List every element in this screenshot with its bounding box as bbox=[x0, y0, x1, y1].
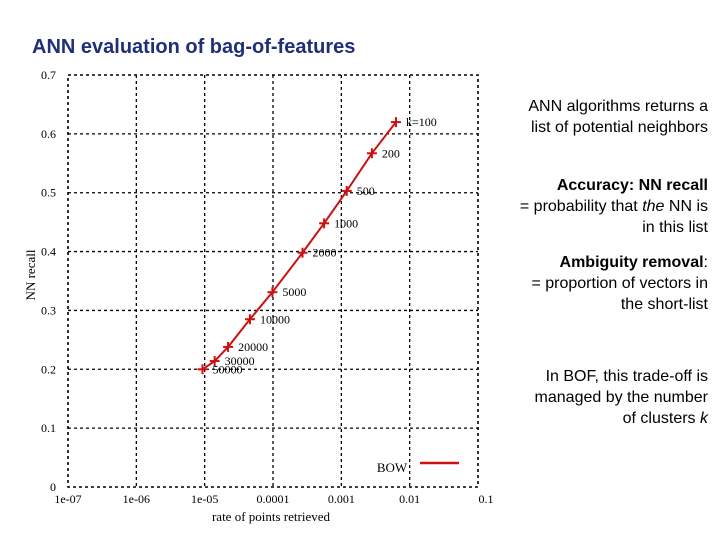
y-tick-label: 0.2 bbox=[41, 362, 56, 376]
data-point bbox=[341, 185, 352, 196]
y-tick-label: 0.4 bbox=[41, 245, 56, 259]
note-accuracy: Accuracy: NN recall = probability that th… bbox=[488, 175, 708, 238]
note-ann-algorithms: ANN algorithms returns a list of potenti… bbox=[488, 96, 708, 138]
y-tick-label: 0.1 bbox=[41, 421, 56, 435]
note-ambiguity-colon: : bbox=[703, 254, 708, 271]
y-tick-label: 0.5 bbox=[41, 186, 56, 200]
series-layer bbox=[197, 117, 401, 375]
legend: BOW bbox=[377, 460, 459, 475]
y-tick-label: 0 bbox=[50, 480, 56, 494]
note-accuracy-rest-b: NN is in this list bbox=[642, 198, 708, 236]
data-label: 5000 bbox=[282, 285, 306, 299]
data-label: 200 bbox=[382, 146, 400, 160]
x-tick-label: 0.0001 bbox=[257, 492, 290, 506]
note-accuracy-rest-a: = probability that bbox=[519, 198, 643, 215]
note-ambiguity-lead: Ambiguity removal bbox=[559, 254, 704, 271]
plot-frame bbox=[67, 74, 479, 488]
data-label: 10000 bbox=[260, 312, 290, 326]
x-tick-label: 1e-07 bbox=[54, 492, 81, 506]
note-bof-k: k bbox=[700, 410, 708, 427]
y-tick-labels: 0 0.1 0.2 0.3 0.4 0.5 0.6 0.7 bbox=[41, 68, 56, 494]
note-ambiguity: Ambiguity removal: = proportion of vector… bbox=[488, 252, 708, 315]
note-bof-tradeoff: In BOF, this trade-off is managed by the… bbox=[488, 366, 708, 429]
data-point bbox=[209, 356, 220, 367]
y-tick-label: 0.7 bbox=[41, 68, 56, 82]
y-tick-label: 0.6 bbox=[41, 127, 56, 141]
data-point bbox=[223, 341, 234, 352]
plot-border bbox=[67, 74, 479, 488]
data-label: 2000 bbox=[312, 246, 336, 260]
note-accuracy-the: the bbox=[642, 198, 665, 215]
x-tick-label: 0.01 bbox=[399, 492, 420, 506]
data-point bbox=[319, 218, 330, 229]
data-label: 500 bbox=[357, 184, 375, 198]
data-point bbox=[267, 287, 278, 298]
legend-label-bow: BOW bbox=[377, 460, 408, 475]
note-ann-text: ANN algorithms returns a list of potenti… bbox=[528, 98, 708, 136]
x-tick-label: 1e-05 bbox=[191, 492, 218, 506]
data-label: k=100 bbox=[406, 115, 437, 129]
x-tick-label: 0.001 bbox=[328, 492, 355, 506]
data-label: 30000 bbox=[225, 354, 255, 368]
data-label: 1000 bbox=[334, 216, 358, 230]
data-point bbox=[244, 314, 255, 325]
point-labels-layer: k=100 200 500 1000 2000 5000 10000 200003000050… bbox=[213, 115, 437, 376]
note-accuracy-lead: Accuracy: NN recall bbox=[556, 177, 708, 194]
data-point bbox=[297, 247, 308, 258]
x-tick-label: 1e-06 bbox=[123, 492, 150, 506]
data-label: 20000 bbox=[238, 340, 268, 354]
data-label: 50000 bbox=[213, 362, 243, 376]
grid bbox=[68, 75, 478, 487]
note-bof-text: In BOF, this trade-off is managed by the… bbox=[534, 368, 708, 427]
x-tick-label: 0.1 bbox=[479, 492, 494, 506]
slide-title: ANN evaluation of bag-of-features bbox=[32, 36, 356, 58]
note-ambiguity-rest: = proportion of vectors in the short-lis… bbox=[531, 275, 708, 313]
series-line-bow bbox=[201, 121, 397, 371]
x-tick-labels: 1e-07 1e-06 1e-05 0.0001 0.001 0.01 0.1 bbox=[54, 492, 493, 506]
x-axis-label: rate of points retrieved bbox=[212, 509, 331, 524]
data-point bbox=[197, 364, 208, 375]
y-axis-label: NN recall bbox=[23, 249, 38, 300]
y-tick-label: 0.3 bbox=[41, 303, 56, 317]
data-point bbox=[366, 148, 377, 159]
data-point bbox=[390, 117, 401, 128]
